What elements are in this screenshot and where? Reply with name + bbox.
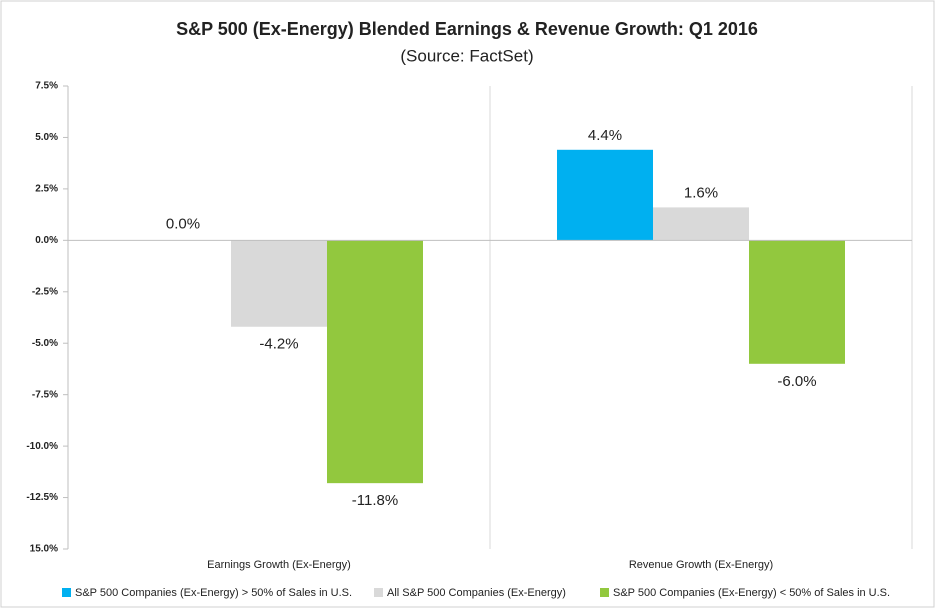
- y-tick-label: -2.5%: [32, 286, 58, 297]
- y-tick-label: -12.5%: [26, 492, 58, 503]
- value-label: -4.2%: [259, 336, 298, 353]
- bar: [653, 207, 749, 241]
- y-tick-label: -5.0%: [32, 338, 58, 349]
- y-tick-label: 2.5%: [35, 184, 58, 195]
- chart-title: S&P 500 (Ex-Energy) Blended Earnings & R…: [176, 19, 758, 39]
- bar: [231, 240, 327, 327]
- legend-swatch: [62, 588, 71, 597]
- y-tick-label: -10.0%: [26, 441, 58, 452]
- value-label: 1.6%: [684, 184, 718, 201]
- bar: [749, 240, 845, 364]
- legend-label: S&P 500 Companies (Ex-Energy) < 50% of S…: [613, 587, 890, 599]
- y-tick-label: 0.0%: [35, 235, 58, 246]
- chart-subtitle: (Source: FactSet): [400, 46, 533, 65]
- x-tick-label: Revenue Growth (Ex-Energy): [629, 559, 773, 571]
- legend-swatch: [374, 588, 383, 597]
- bar: [557, 149, 653, 241]
- value-label: 4.4%: [588, 127, 622, 144]
- x-tick-label: Earnings Growth (Ex-Energy): [207, 559, 351, 571]
- y-tick-label: 5.0%: [35, 132, 58, 143]
- bar: [327, 240, 423, 484]
- y-tick-label: 15.0%: [30, 544, 58, 555]
- legend-label: All S&P 500 Companies (Ex-Energy): [387, 587, 566, 599]
- legend-swatch: [600, 588, 609, 597]
- value-label: -11.8%: [352, 492, 398, 509]
- y-tick-label: -7.5%: [32, 389, 58, 400]
- y-tick-label: 7.5%: [35, 81, 58, 92]
- value-label: -6.0%: [777, 373, 816, 390]
- value-label: 0.0%: [166, 215, 200, 232]
- legend-label: S&P 500 Companies (Ex-Energy) > 50% of S…: [75, 587, 352, 599]
